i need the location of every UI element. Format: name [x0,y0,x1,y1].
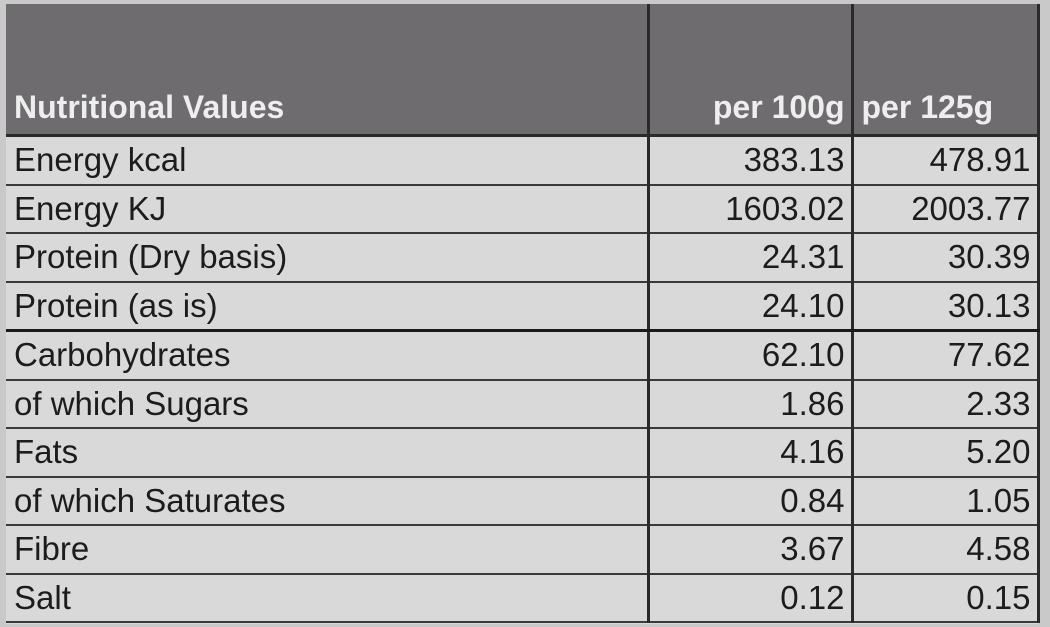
table-row: of which Saturates 0.84 1.05 [6,476,1040,526]
nutrient-value: 478.91 [852,135,1040,186]
nutrition-panel: Nutritional Values per 100g per 125g Ene… [6,4,1040,624]
table-row: Fibre 3.67 4.58 [6,525,1040,575]
nutrient-label: Protein (as is) [6,281,650,332]
table-row: Salt 0.12 0.15 [6,573,1040,623]
table-row: Protein (as is) 24.10 30.13 [6,281,1040,332]
table-row: Protein (Dry basis) 24.31 30.39 [6,233,1040,283]
nutrient-value: 24.10 [648,281,854,332]
nutrient-value: 62.10 [648,330,854,381]
table-row: Fats 4.16 5.20 [6,428,1040,478]
nutrient-label: Fibre [6,525,650,575]
table-body: Energy kcal 383.13 478.91 Energy KJ 1603.02 2… [6,135,1040,623]
nutrient-value: 1.86 [648,379,854,429]
nutrition-table: Nutritional Values per 100g per 125g Ene… [6,4,1040,623]
table-row: Carbohydrates 62.10 77.62 [6,330,1040,381]
nutrient-label: Fats [6,428,650,478]
nutrient-label: Energy KJ [6,184,650,234]
nutrient-value: 0.12 [648,573,854,623]
nutrient-value: 30.13 [852,281,1040,332]
nutrient-value: 1.05 [852,476,1040,526]
nutrient-value: 2.33 [852,379,1040,429]
nutrient-value: 4.16 [648,428,854,478]
nutrient-value: 0.84 [648,476,854,526]
nutrient-value: 77.62 [852,330,1040,381]
nutrient-value: 2003.77 [852,184,1040,234]
table-row: Energy KJ 1603.02 2003.77 [6,184,1040,234]
nutrient-value: 24.31 [648,233,854,283]
header-cell: per 125g [852,4,1040,137]
nutrient-label: Protein (Dry basis) [6,233,650,283]
table-row: Energy kcal 383.13 478.91 [6,135,1040,186]
nutrient-label: of which Saturates [6,476,650,526]
nutrient-label: of which Sugars [6,379,650,429]
nutrient-value: 4.58 [852,525,1040,575]
nutrient-value: 383.13 [648,135,854,186]
nutrient-value: 30.39 [852,233,1040,283]
nutrient-label: Energy kcal [6,135,650,186]
nutrient-label: Carbohydrates [6,330,650,381]
nutrient-value: 0.15 [852,573,1040,623]
nutrient-value: 1603.02 [648,184,854,234]
nutrient-value: 3.67 [648,525,854,575]
header-row: Nutritional Values per 100g per 125g [6,4,1040,137]
nutrient-label: Salt [6,573,650,623]
nutrient-value: 5.20 [852,428,1040,478]
table-row: of which Sugars 1.86 2.33 [6,379,1040,429]
header-cell: Nutritional Values [6,4,650,137]
header-cell: per 100g [648,4,854,137]
